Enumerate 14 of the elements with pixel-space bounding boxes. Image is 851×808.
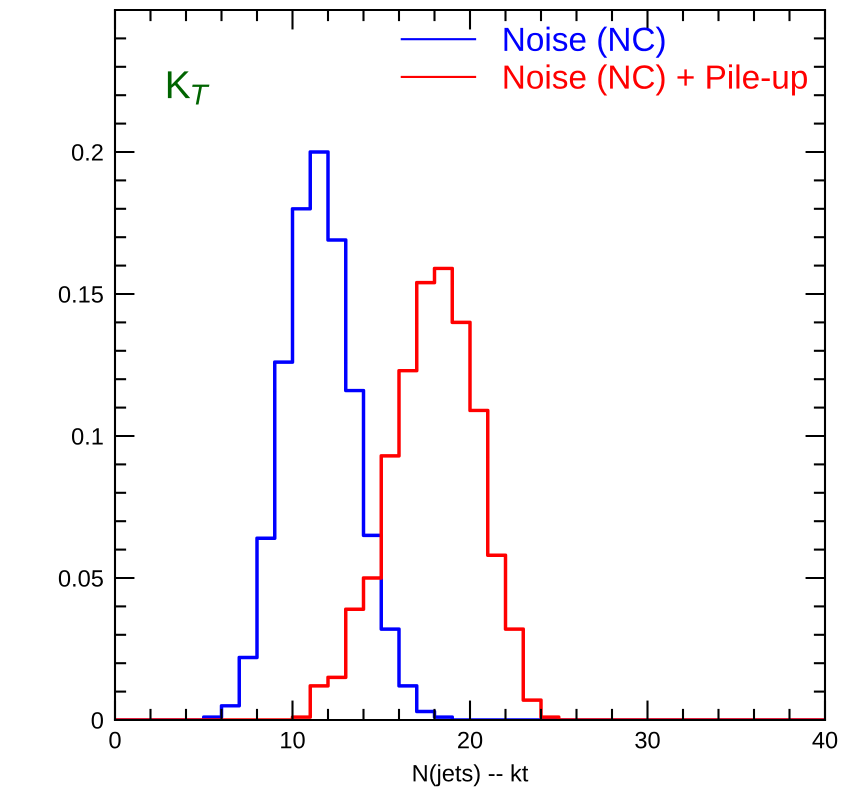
legend-label: Noise (NC) [504, 26, 665, 58]
y-tick-label: 0.1 [72, 428, 103, 445]
legend-label: Noise (NC) + Pile-up [504, 64, 807, 96]
y-tick-label: 0.15 [58, 286, 103, 303]
x-tick-label: 0 [109, 732, 121, 748]
x-tick-label: 30 [635, 732, 660, 748]
x-tick-label: 40 [812, 732, 838, 748]
x-axis-title: N(jets) -- kt [414, 764, 528, 786]
x-tick-label: 20 [458, 732, 482, 748]
x-tick-label: 10 [281, 732, 305, 748]
annotation: K$_{T}$ [168, 71, 210, 104]
y-tick-label: 0.05 [58, 570, 103, 587]
y-tick-label: 0 [92, 712, 103, 729]
y-tick-label: 0.2 [72, 144, 103, 161]
